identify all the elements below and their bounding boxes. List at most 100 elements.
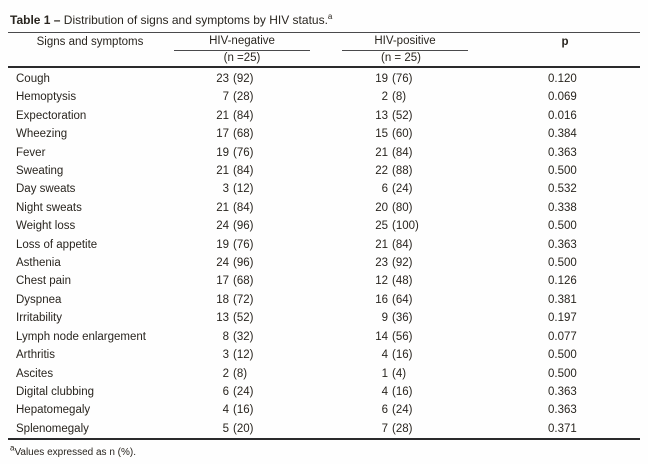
hiv-negative-value-cell: 19 (76) xyxy=(216,146,254,159)
p-value-cell: 0.197 xyxy=(548,312,577,325)
p-value-cell: 0.500 xyxy=(548,349,577,362)
hiv-positive-value-cell: 21 (84) xyxy=(375,238,413,251)
p-value-cell: 0.363 xyxy=(548,238,577,251)
table-row: Day sweats 3 (12) 6 (24) 0.532 xyxy=(8,180,640,198)
header-signs-and-symptoms: Signs and symptoms xyxy=(36,35,144,48)
table-row: Night sweats 21 (84) 20 (80) 0.338 xyxy=(8,199,640,217)
hiv-positive-value-cell: 22 (88) xyxy=(375,165,413,178)
table-row: Splenomegaly 5 (20) 7 (28) 0.371 xyxy=(8,420,640,441)
symptom-label-cell: Splenomegaly xyxy=(8,420,172,441)
hiv-positive-value-cell: 6 (24) xyxy=(381,183,413,196)
p-value-cell: 0.338 xyxy=(548,201,577,214)
footnote-text: Values expressed as n (%). xyxy=(14,447,136,459)
p-value-cell: 0.371 xyxy=(490,420,640,441)
symptom-label-cell: Hemoptysis xyxy=(16,91,77,104)
p-value-cell: 0.500 xyxy=(548,367,577,380)
symptom-label-cell: Arthritis xyxy=(16,349,55,362)
header-neg-sample-size: (n =25) xyxy=(172,51,312,68)
hiv-positive-value-cell: 7 (28) xyxy=(312,420,490,441)
table-row: Digital clubbing 6 (24) 4 (16) 0.363 xyxy=(8,383,640,401)
header-p-value: p xyxy=(561,35,569,48)
hiv-negative-value-cell: 13 (52) xyxy=(216,312,254,325)
hiv-positive-value-cell: 4 (16) xyxy=(381,349,413,362)
symptom-label-cell: Day sweats xyxy=(16,183,76,196)
symptom-label-cell: Fever xyxy=(16,146,46,159)
symptom-label-cell: Sweating xyxy=(16,165,64,178)
hiv-negative-value-cell: 17 (68) xyxy=(216,128,254,141)
symptom-label-cell: Night sweats xyxy=(16,201,82,214)
table-footnote: aValues expressed as n (%). xyxy=(8,443,640,459)
hiv-negative-value-cell: 24 (96) xyxy=(216,257,254,270)
hiv-negative-value-cell: 7 (28) xyxy=(222,91,254,104)
hiv-negative-value-cell: 23 (92) xyxy=(216,73,254,85)
table-number: Table 1 – xyxy=(10,13,61,27)
table-row: Lymph node enlargement 8 (32) 14 (56) 0.07… xyxy=(8,328,640,346)
table-row: Irritability 13 (52) 9 (36) 0.197 xyxy=(8,309,640,327)
hiv-positive-value-cell: 6 (24) xyxy=(381,404,413,417)
hiv-negative-value-cell: 5 (20) xyxy=(172,420,312,441)
table-row: Hepatomegaly 4 (16) 6 (24) 0.363 xyxy=(8,401,640,419)
hiv-negative-value-cell: 21 (84) xyxy=(216,165,254,178)
hiv-negative-value-cell: 24 (96) xyxy=(216,220,254,233)
title-footnote-marker: a xyxy=(327,12,333,21)
symptom-label-cell: Lymph node enlargement xyxy=(16,330,146,343)
hiv-negative-value-cell: 4 (16) xyxy=(222,404,254,417)
table-body: Cough 23 (92) 19 (76) 0.120 Hemoptysis 7 (2… xyxy=(8,68,640,441)
symptom-label-cell: Weight loss xyxy=(16,220,76,233)
symptom-label-cell: Digital clubbing xyxy=(16,385,94,398)
header-empty-cell xyxy=(490,51,640,68)
p-value-cell: 0.381 xyxy=(548,293,577,306)
hiv-positive-value-cell: 2 (8) xyxy=(381,91,407,104)
hiv-negative-value-cell: 21 (84) xyxy=(216,109,254,122)
symptom-label-cell: Asthenia xyxy=(16,257,61,270)
table-row: Loss of appetite 19 (76) 21 (84) 0.363 xyxy=(8,236,640,254)
table-row: Cough 23 (92) 19 (76) 0.120 xyxy=(8,68,640,88)
table-row: Dyspnea 18 (72) 16 (64) 0.381 xyxy=(8,291,640,309)
footnote-marker: a xyxy=(10,443,15,453)
table-row: Arthritis 3 (12) 4 (16) 0.500 xyxy=(8,346,640,364)
hiv-negative-value-cell: 6 (24) xyxy=(222,385,254,398)
symptom-label-cell: Wheezing xyxy=(16,128,68,141)
table-header: Signs and symptoms HIV-negative HIV-posi… xyxy=(8,33,640,68)
p-value-cell: 0.500 xyxy=(548,220,577,233)
hiv-negative-value-cell: 2 (8) xyxy=(222,367,248,380)
table-row: Fever 19 (76) 21 (84) 0.363 xyxy=(8,144,640,162)
hiv-positive-value-cell: 1 (4) xyxy=(381,367,407,380)
hiv-positive-value-cell: 16 (64) xyxy=(375,293,413,306)
symptom-label-cell: Hepatomegaly xyxy=(16,404,91,417)
p-value-cell: 0.016 xyxy=(548,109,577,122)
hiv-negative-value-cell: 18 (72) xyxy=(216,293,254,306)
hiv-negative-value-cell: 8 (32) xyxy=(222,330,254,343)
p-value-cell: 0.363 xyxy=(548,404,577,417)
table-row: Chest pain 17 (68) 12 (48) 0.126 xyxy=(8,272,640,290)
header-pos-sample-size: (n = 25) xyxy=(312,51,490,68)
header-hiv-positive-group: HIV-positive xyxy=(312,33,490,51)
symptom-label-cell: Irritability xyxy=(16,312,63,325)
hiv-negative-value-cell: 3 (12) xyxy=(222,183,254,196)
hiv-positive-value-cell: 4 (16) xyxy=(381,385,413,398)
header-hiv-negative-group: HIV-negative xyxy=(172,33,312,51)
symptom-label-cell: Cough xyxy=(16,73,50,85)
hiv-positive-value-cell: 23 (92) xyxy=(375,257,413,270)
table-row: Expectoration 21 (84) 13 (52) 0.016 xyxy=(8,107,640,125)
hiv-positive-value-cell: 21 (84) xyxy=(375,146,413,159)
table-row: Hemoptysis 7 (28) 2 (8) 0.069 xyxy=(8,88,640,106)
symptom-label-cell: Chest pain xyxy=(16,275,71,288)
hiv-positive-value-cell: 13 (52) xyxy=(375,109,413,122)
signs-symptoms-table: Signs and symptoms HIV-negative HIV-posi… xyxy=(8,33,640,441)
hiv-negative-value-cell: 21 (84) xyxy=(216,201,254,214)
hiv-negative-value-cell: 17 (68) xyxy=(216,275,254,288)
symptom-label-cell: Dyspnea xyxy=(16,293,62,306)
p-value-cell: 0.500 xyxy=(548,257,577,270)
header-empty-cell xyxy=(8,51,172,68)
p-value-cell: 0.077 xyxy=(548,330,577,343)
table-row: Wheezing 17 (68) 15 (60) 0.384 xyxy=(8,125,640,143)
table-row: Weight loss 24 (96) 25 (100) 0.500 xyxy=(8,217,640,235)
symptom-label-cell: Ascites xyxy=(16,367,54,380)
p-value-cell: 0.532 xyxy=(548,183,577,196)
p-value-cell: 0.384 xyxy=(548,128,577,141)
p-value-cell: 0.500 xyxy=(548,165,577,178)
p-value-cell: 0.363 xyxy=(548,146,577,159)
hiv-positive-value-cell: 14 (56) xyxy=(375,330,413,343)
